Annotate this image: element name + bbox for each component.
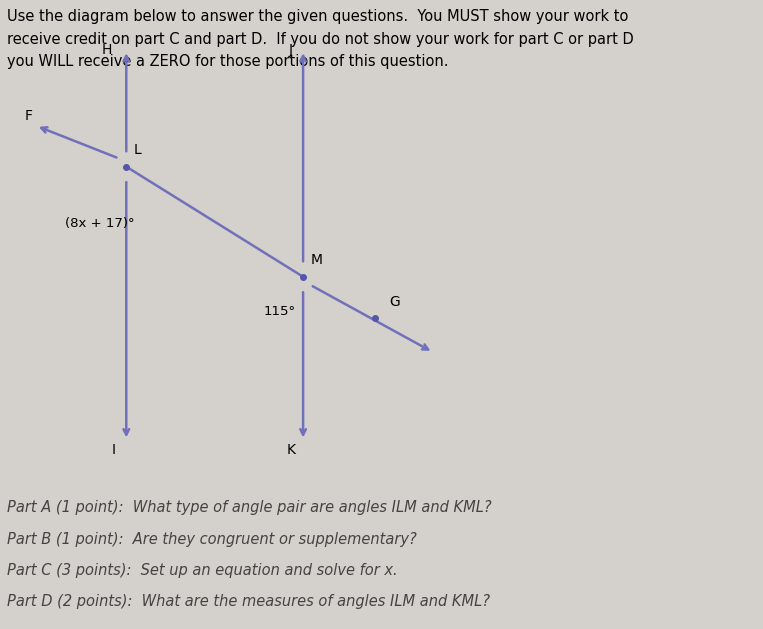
Text: Part B (1 point):  Are they congruent or supplementary?: Part B (1 point): Are they congruent or … [7,532,417,547]
Text: (8x + 17)°: (8x + 17)° [65,217,134,230]
Text: G: G [389,295,400,309]
Text: J: J [288,43,292,57]
Text: M: M [311,253,322,267]
Text: Use the diagram below to answer the given questions.  You MUST show your work to: Use the diagram below to answer the give… [7,9,634,69]
Text: Part D (2 points):  What are the measures of angles ILM and KML?: Part D (2 points): What are the measures… [7,594,490,610]
Text: I: I [111,443,115,457]
Text: H: H [101,43,112,57]
Text: Part C (3 points):  Set up an equation and solve for x.: Part C (3 points): Set up an equation an… [7,563,398,578]
Text: 115°: 115° [263,305,295,318]
Text: K: K [287,443,296,457]
Text: F: F [24,109,33,123]
Text: Part A (1 point):  What type of angle pair are angles ILM and KML?: Part A (1 point): What type of angle pai… [7,500,492,515]
Text: L: L [134,143,141,157]
